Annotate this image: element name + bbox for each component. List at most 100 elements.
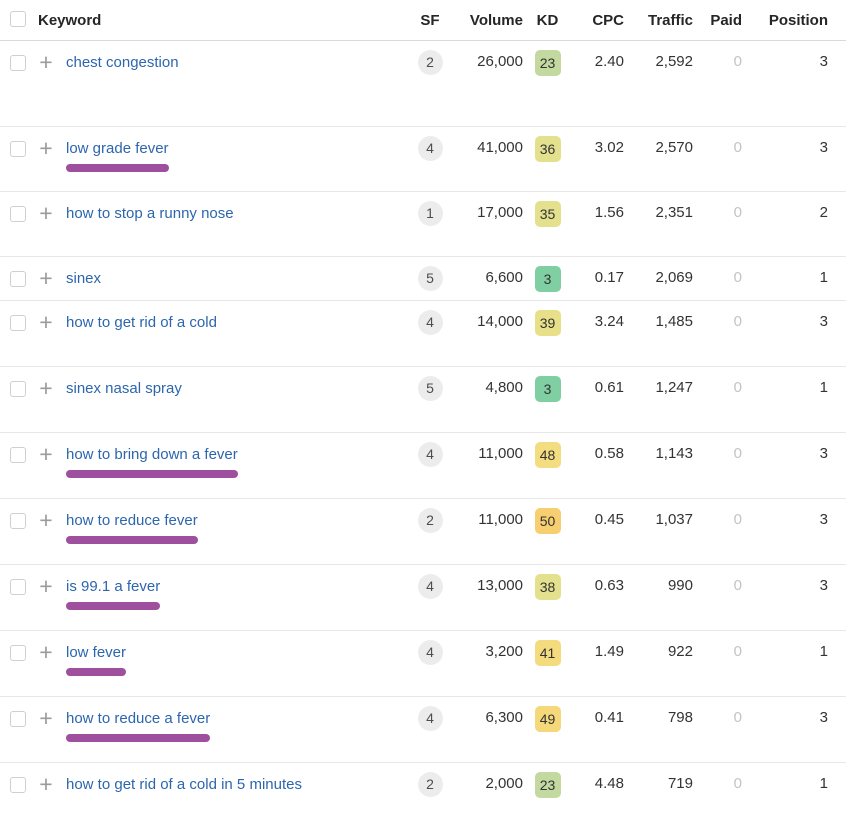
- add-keyword-button[interactable]: +: [26, 265, 66, 291]
- row-checkbox[interactable]: [10, 709, 26, 731]
- row-checkbox-box[interactable]: [10, 141, 26, 157]
- cpc-value: 0.58: [594, 445, 624, 462]
- add-keyword-button[interactable]: +: [26, 705, 66, 731]
- row-checkbox[interactable]: [10, 269, 26, 291]
- row-checkbox[interactable]: [10, 577, 26, 599]
- row-checkbox-box[interactable]: [10, 645, 26, 661]
- row-checkbox[interactable]: [10, 643, 26, 665]
- column-header-traffic[interactable]: Traffic: [647, 11, 693, 29]
- plus-icon[interactable]: +: [39, 375, 53, 401]
- paid-value: 0: [733, 313, 742, 330]
- column-header-position[interactable]: Position: [768, 11, 828, 29]
- plus-icon[interactable]: +: [39, 49, 53, 75]
- row-checkbox-box[interactable]: [10, 579, 26, 595]
- add-keyword-button[interactable]: +: [26, 135, 66, 161]
- row-checkbox-box[interactable]: [10, 381, 26, 397]
- row-checkbox[interactable]: [10, 379, 26, 401]
- column-header-sf[interactable]: SF: [420, 11, 440, 29]
- column-header-volume[interactable]: Volume: [469, 11, 523, 29]
- add-keyword-button[interactable]: +: [26, 507, 66, 533]
- keyword-link[interactable]: how to get rid of a cold: [66, 314, 217, 331]
- keyword-link[interactable]: how to reduce fever: [66, 512, 198, 529]
- add-keyword-button[interactable]: +: [26, 309, 66, 335]
- plus-icon[interactable]: +: [39, 441, 53, 467]
- column-header-paid[interactable]: Paid: [710, 11, 742, 29]
- column-header-kd[interactable]: KD: [536, 11, 559, 29]
- kd-badge: 3: [534, 376, 561, 402]
- sf-badge: 4: [417, 706, 443, 731]
- plus-icon[interactable]: +: [39, 265, 53, 291]
- traffic-value: 719: [667, 775, 693, 792]
- row-checkbox-box[interactable]: [10, 315, 26, 331]
- row-checkbox-box[interactable]: [10, 271, 26, 287]
- add-keyword-button[interactable]: +: [26, 771, 66, 797]
- plus-icon[interactable]: +: [39, 705, 53, 731]
- highlight-bar: [66, 470, 238, 478]
- add-keyword-button[interactable]: +: [26, 639, 66, 665]
- volume-value: 6,600: [485, 269, 523, 286]
- add-keyword-button[interactable]: +: [26, 375, 66, 401]
- keyword-link[interactable]: sinex: [66, 270, 102, 287]
- plus-icon[interactable]: +: [39, 309, 53, 335]
- add-keyword-button[interactable]: +: [26, 49, 66, 75]
- row-checkbox-box[interactable]: [10, 711, 26, 727]
- keyword-link[interactable]: how to get rid of a cold in 5 minutes: [66, 776, 302, 793]
- row-checkbox-box[interactable]: [10, 206, 26, 222]
- position-value: 3: [819, 139, 828, 156]
- position-value: 1: [819, 379, 828, 396]
- paid-value: 0: [733, 511, 742, 528]
- traffic-value: 990: [667, 577, 693, 594]
- row-checkbox[interactable]: [10, 511, 26, 533]
- keyword-cell: low grade fever: [66, 139, 169, 172]
- row-checkbox[interactable]: [10, 139, 26, 161]
- row-checkbox[interactable]: [10, 313, 26, 335]
- plus-icon[interactable]: +: [39, 639, 53, 665]
- keyword-link[interactable]: low grade fever: [66, 140, 169, 157]
- add-keyword-button[interactable]: +: [26, 200, 66, 226]
- column-header-keyword[interactable]: Keyword: [38, 11, 102, 29]
- kd-badge: 35: [534, 201, 561, 227]
- position-value: 3: [819, 709, 828, 726]
- sf-badge: 4: [417, 640, 443, 665]
- row-checkbox[interactable]: [10, 53, 26, 75]
- highlight-bar: [66, 164, 169, 172]
- sf-badge: 5: [417, 266, 443, 291]
- select-all-checkbox-box[interactable]: [10, 11, 26, 27]
- keyword-link[interactable]: how to stop a runny nose: [66, 205, 234, 222]
- row-checkbox[interactable]: [10, 775, 26, 797]
- paid-value: 0: [733, 53, 742, 70]
- column-header-cpc[interactable]: CPC: [592, 11, 624, 29]
- volume-value: 11,000: [478, 445, 523, 462]
- paid-value: 0: [733, 643, 742, 660]
- select-all-checkbox[interactable]: [10, 9, 26, 31]
- row-checkbox-box[interactable]: [10, 55, 26, 71]
- row-checkbox-box[interactable]: [10, 513, 26, 529]
- highlight-bar: [66, 668, 127, 676]
- row-checkbox[interactable]: [10, 204, 26, 226]
- cpc-value: 0.17: [594, 269, 624, 286]
- plus-icon[interactable]: +: [39, 771, 53, 797]
- keyword-link[interactable]: sinex nasal spray: [66, 380, 182, 397]
- sf-badge: 1: [417, 201, 443, 226]
- keyword-link[interactable]: chest congestion: [66, 54, 179, 71]
- keyword-cell: chest congestion: [66, 53, 179, 73]
- volume-value: 17,000: [477, 204, 523, 221]
- row-checkbox[interactable]: [10, 445, 26, 467]
- row-checkbox-box[interactable]: [10, 777, 26, 793]
- keyword-link[interactable]: low fever: [66, 644, 127, 661]
- plus-icon[interactable]: +: [39, 507, 53, 533]
- keyword-link[interactable]: how to bring down a fever: [66, 446, 238, 463]
- traffic-value: 1,485: [655, 313, 693, 330]
- row-checkbox-box[interactable]: [10, 447, 26, 463]
- plus-icon[interactable]: +: [39, 573, 53, 599]
- position-value: 1: [819, 643, 828, 660]
- keyword-link[interactable]: how to reduce a fever: [66, 710, 211, 727]
- plus-icon[interactable]: +: [39, 200, 53, 226]
- table-row: + low grade fever 4 41,000 36 3.02 2,570…: [0, 127, 846, 192]
- table-row: + how to stop a runny nose 1 17,000 35 1…: [0, 192, 846, 257]
- add-keyword-button[interactable]: +: [26, 573, 66, 599]
- keyword-link[interactable]: is 99.1 a fever: [66, 578, 161, 595]
- kd-badge: 49: [534, 706, 561, 732]
- plus-icon[interactable]: +: [39, 135, 53, 161]
- add-keyword-button[interactable]: +: [26, 441, 66, 467]
